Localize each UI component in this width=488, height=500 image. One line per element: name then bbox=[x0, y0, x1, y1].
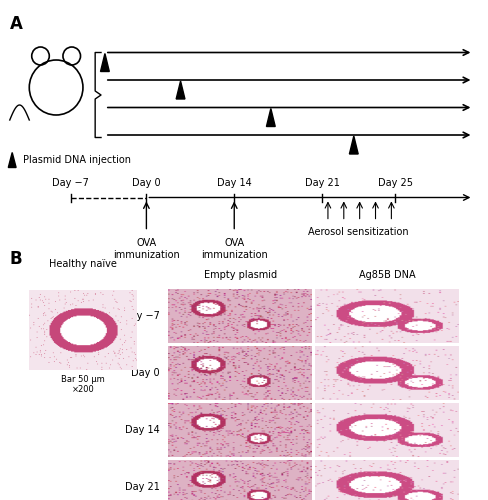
Text: Day 0: Day 0 bbox=[132, 178, 161, 188]
Text: A: A bbox=[10, 15, 22, 33]
Text: Day 14: Day 14 bbox=[217, 178, 252, 188]
Polygon shape bbox=[176, 81, 185, 99]
Text: Day −7: Day −7 bbox=[52, 178, 89, 188]
Text: Bar 50 μm
×200: Bar 50 μm ×200 bbox=[61, 375, 105, 394]
Text: Day 14: Day 14 bbox=[125, 425, 160, 435]
Text: Plasmid DNA injection: Plasmid DNA injection bbox=[23, 155, 131, 165]
Text: Day 0: Day 0 bbox=[131, 368, 160, 378]
Text: Empty plasmid: Empty plasmid bbox=[204, 270, 277, 280]
Polygon shape bbox=[266, 108, 275, 126]
Text: B: B bbox=[10, 250, 22, 268]
Text: Healthy naïve: Healthy naïve bbox=[49, 259, 117, 269]
Text: Aerosol sensitization: Aerosol sensitization bbox=[308, 226, 409, 236]
Polygon shape bbox=[349, 136, 358, 154]
Text: Day 21: Day 21 bbox=[305, 178, 340, 188]
Text: Day −7: Day −7 bbox=[122, 311, 160, 321]
Text: Day 21: Day 21 bbox=[125, 482, 160, 492]
Text: OVA
immunization: OVA immunization bbox=[113, 238, 180, 260]
Text: OVA
immunization: OVA immunization bbox=[201, 238, 267, 260]
Text: Day 25: Day 25 bbox=[378, 178, 413, 188]
Text: Ag85B DNA: Ag85B DNA bbox=[359, 270, 416, 280]
Polygon shape bbox=[101, 54, 109, 72]
Polygon shape bbox=[8, 152, 16, 168]
